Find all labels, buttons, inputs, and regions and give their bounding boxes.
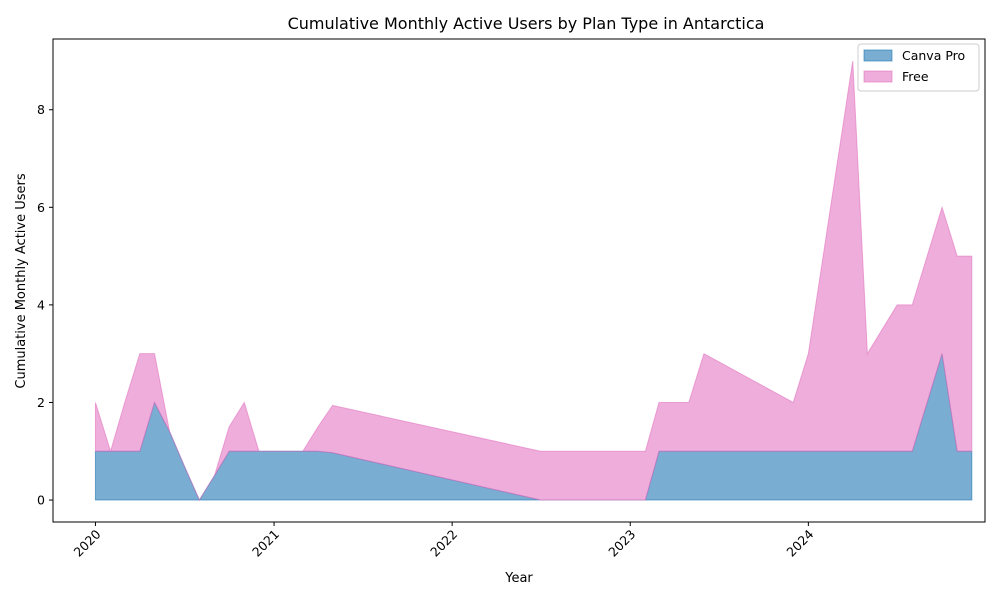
area-series-free xyxy=(94,60,973,502)
legend: Canva Pro Free xyxy=(857,43,980,92)
legend-swatch-canva-pro xyxy=(863,49,893,62)
x-tick-label: 2022 xyxy=(427,527,460,560)
y-tick-label: 4 xyxy=(37,297,45,312)
x-axis-label: Year xyxy=(504,571,533,586)
plot-frame xyxy=(52,38,986,523)
y-tick-label: 8 xyxy=(37,102,45,117)
legend-swatch-free xyxy=(863,70,893,83)
x-axis: 2020 2021 2022 2023 2024 xyxy=(70,522,817,560)
chart-title: Cumulative Monthly Active Users by Plan … xyxy=(288,14,765,33)
y-axis: 0 2 4 6 8 xyxy=(37,102,53,508)
x-tick-label: 2024 xyxy=(783,526,816,559)
x-tick-label: 2020 xyxy=(70,526,103,559)
y-axis-label: Cumulative Monthly Active Users xyxy=(14,173,29,388)
y-tick-label: 6 xyxy=(37,200,45,215)
legend-label-free: Free xyxy=(902,69,929,84)
y-tick-label: 2 xyxy=(37,395,45,410)
y-tick-label: 0 xyxy=(37,493,45,508)
legend-label-canva-pro: Canva Pro xyxy=(902,48,965,63)
x-tick-label: 2023 xyxy=(605,527,638,560)
plot-areas xyxy=(94,60,973,502)
x-tick-label: 2021 xyxy=(249,527,282,560)
